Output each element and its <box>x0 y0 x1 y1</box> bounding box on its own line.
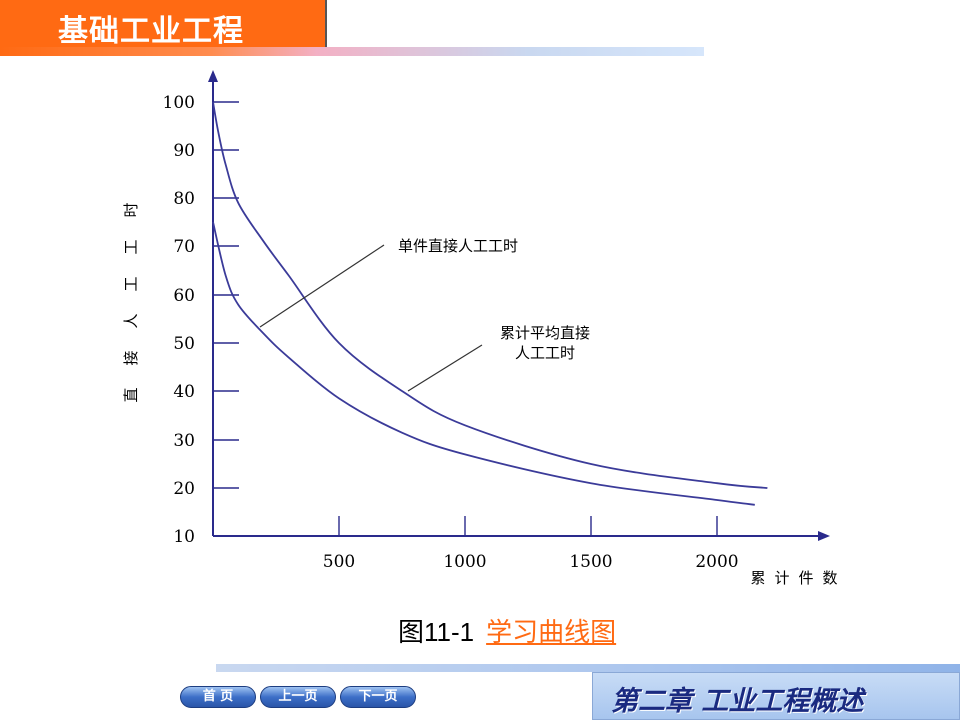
x-axis-title-char: 计 <box>774 569 789 587</box>
series-annotation: 单件直接人工工时 <box>398 237 518 255</box>
page-title: 基础工业工程 <box>58 14 244 49</box>
next-page-button[interactable]: 下一页 <box>340 686 416 708</box>
annotation-leader <box>259 244 385 328</box>
y-axis-title-char: 工 <box>122 276 140 291</box>
y-axis-title-char: 接 <box>122 350 140 365</box>
chapter-banner: 第二章 工业工程概述 <box>592 672 960 720</box>
x-axis-title-char: 数 <box>822 569 837 587</box>
chapter-title: 第二章 工业工程概述 <box>611 686 864 717</box>
y-tick-label: 80 <box>173 189 195 209</box>
x-tick-label: 1500 <box>569 552 612 572</box>
x-tick-label: 2000 <box>695 552 738 572</box>
ticks <box>213 101 718 536</box>
tick-labels: 100 90 80 70 60 50 40 30 20 10 500 1000 1500 2000 <box>163 93 739 572</box>
x-axis-arrow <box>818 531 830 541</box>
y-axis-arrow <box>208 70 218 82</box>
figure-caption: 图11-1 学习曲线图 <box>398 612 616 649</box>
y-tick-label: 50 <box>173 334 195 354</box>
x-axis-title-char: 累 <box>750 569 765 587</box>
x-tick-label: 1000 <box>443 552 486 572</box>
series <box>212 101 768 506</box>
series-line-1 <box>212 221 755 506</box>
y-axis-title-char: 时 <box>122 202 140 217</box>
figure-title-link[interactable]: 学习曲线图 <box>486 618 617 648</box>
home-button[interactable]: 首 页 <box>180 686 256 708</box>
x-axis-title-char: 件 <box>798 569 813 587</box>
axis-titles: 直接人工工时累计件数 <box>122 202 838 587</box>
annotation-leader <box>407 344 483 392</box>
figure-number: 图11-1 <box>398 617 475 647</box>
learning-curve-chart: 100 90 80 70 60 50 40 30 20 10 500 1000 1500 2000 单件直… <box>122 70 838 587</box>
prev-page-button[interactable]: 上一页 <box>260 686 336 708</box>
y-tick-label: 40 <box>173 382 195 402</box>
series-annotation: 人工工时 <box>515 344 575 362</box>
y-axis-title-char: 直 <box>122 387 140 402</box>
series-annotation: 累计平均直接 <box>500 324 590 342</box>
footer-stripe <box>216 664 960 672</box>
axes <box>208 70 830 541</box>
y-tick-label: 60 <box>173 286 195 306</box>
y-tick-label: 10 <box>173 527 195 547</box>
y-tick-label: 20 <box>173 479 195 499</box>
y-tick-label: 30 <box>173 431 195 451</box>
header-stripe <box>0 47 704 56</box>
x-tick-label: 500 <box>323 552 355 572</box>
y-tick-label: 70 <box>173 237 195 257</box>
series-line-2 <box>212 101 768 489</box>
y-axis-title-char: 人 <box>122 313 140 328</box>
title-box: 基础工业工程 <box>0 0 327 49</box>
y-tick-label: 100 <box>163 93 195 113</box>
y-tick-label: 90 <box>173 141 195 161</box>
y-axis-title-char: 工 <box>122 239 140 254</box>
